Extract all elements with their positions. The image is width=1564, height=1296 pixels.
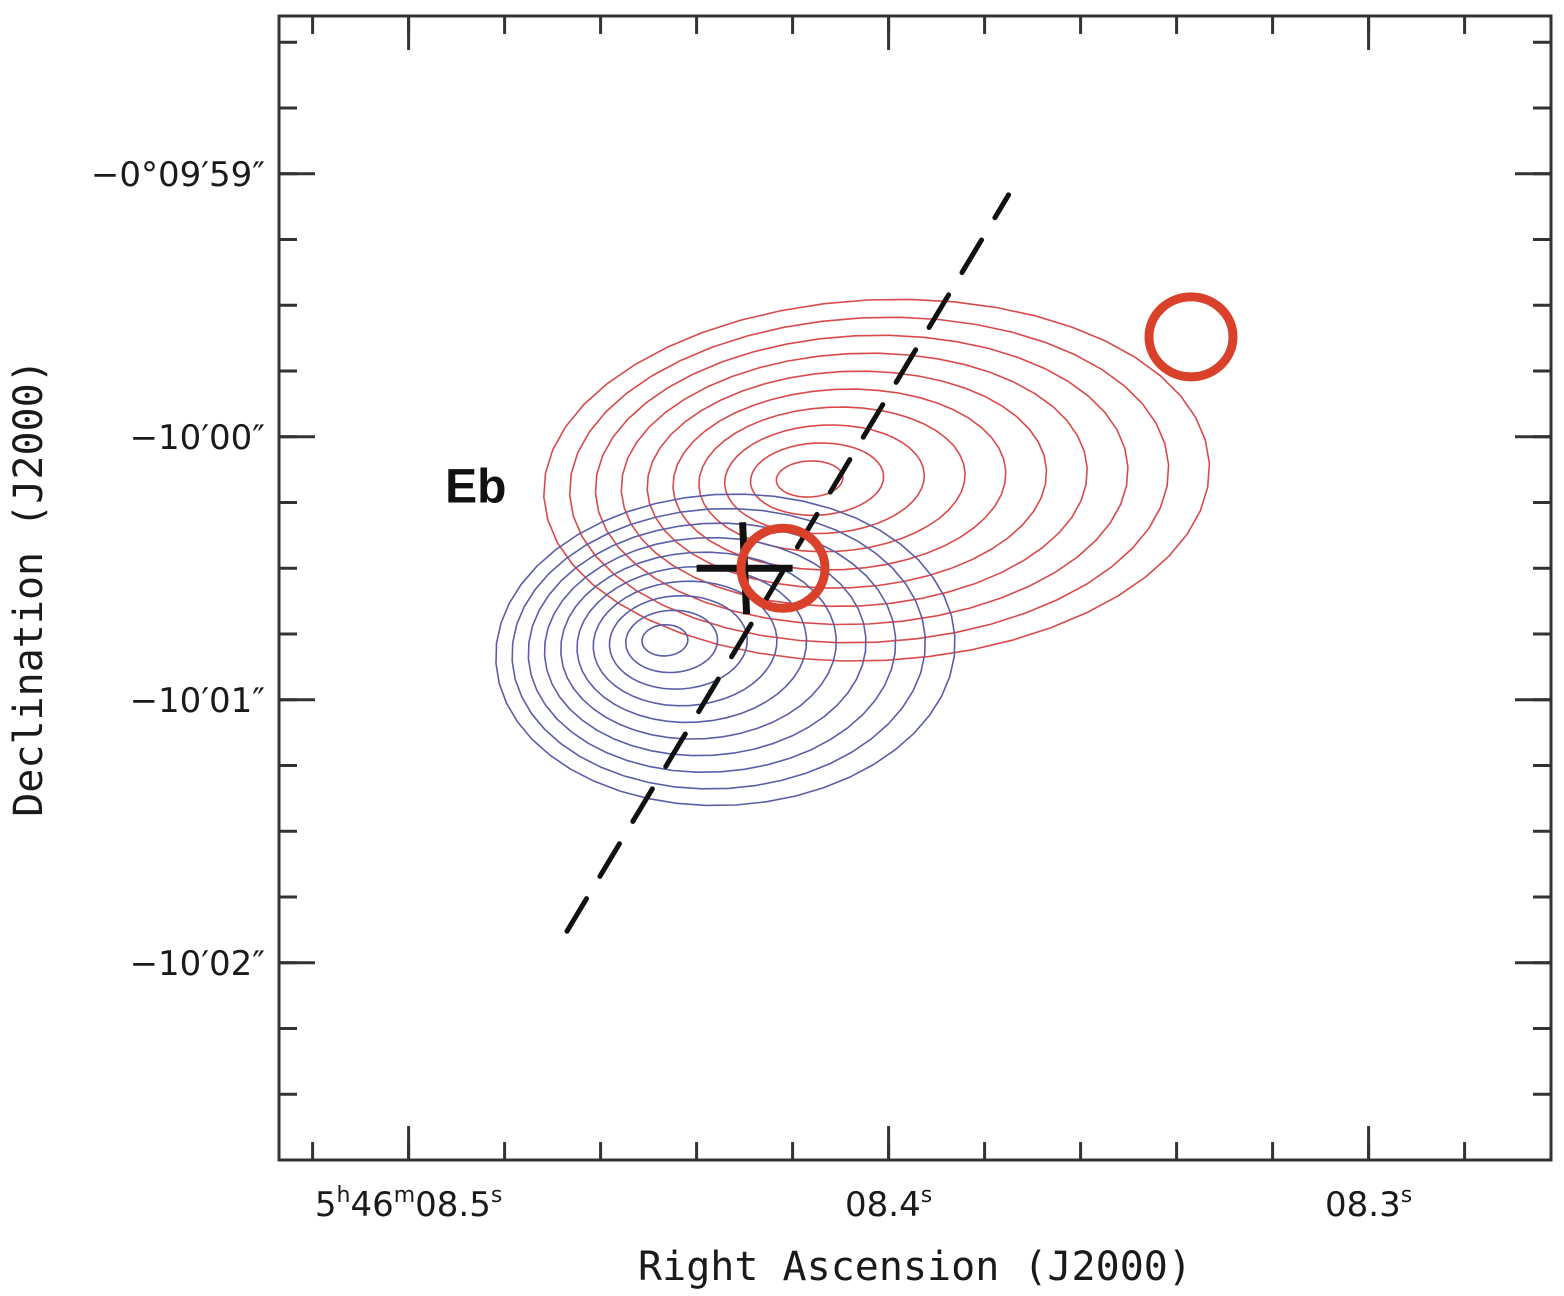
- x-tick-label: 08.3s: [1325, 1183, 1412, 1225]
- plot-frame: [277, 14, 1553, 1162]
- circle-marker: [736, 523, 830, 613]
- contour-line: [543, 298, 1211, 662]
- contour-line: [527, 522, 897, 773]
- contour-line: [646, 370, 1048, 589]
- source-annotation: Eb: [445, 461, 506, 514]
- labels-layer: −0°09′59″ −10′00″ −10′01″ −10′02″ 5h46m08.5s…: [91, 155, 1412, 1225]
- y-tick-label: −10′00″: [130, 418, 265, 458]
- contour-line: [560, 551, 837, 740]
- y-axis-title: Declination (J2000): [6, 359, 52, 817]
- y-tick-label: −0°09′59″: [91, 155, 265, 195]
- x-tick-label: 08.4s: [845, 1183, 932, 1225]
- x-tick-label: 5h46m08.5s: [315, 1183, 502, 1225]
- contour-line: [543, 536, 867, 757]
- contour-line: [641, 624, 689, 657]
- marks-layer: Eb: [445, 192, 1238, 934]
- contour-line: [620, 352, 1088, 608]
- contour-line: [594, 334, 1129, 626]
- contour-line: [511, 507, 926, 790]
- circle-marker: [1144, 292, 1238, 382]
- contour-line: [592, 580, 778, 707]
- y-tick-label: −10′02″: [130, 944, 265, 984]
- contours-layer: [495, 298, 1211, 807]
- x-axis-title: Right Ascension (J2000): [638, 1244, 1192, 1290]
- contour-line: [625, 609, 719, 674]
- contour-line: [749, 442, 885, 517]
- contour-line: [698, 406, 966, 553]
- ticks-layer: [279, 16, 1551, 1162]
- outflow-axis-dashed-line: [564, 192, 1012, 934]
- y-tick-label: −10′01″: [130, 681, 265, 721]
- contour-line: [495, 493, 956, 807]
- contour-line: [775, 460, 844, 498]
- contour-line: [723, 424, 926, 535]
- contour-line: [672, 388, 1007, 571]
- contour-line: [568, 316, 1170, 644]
